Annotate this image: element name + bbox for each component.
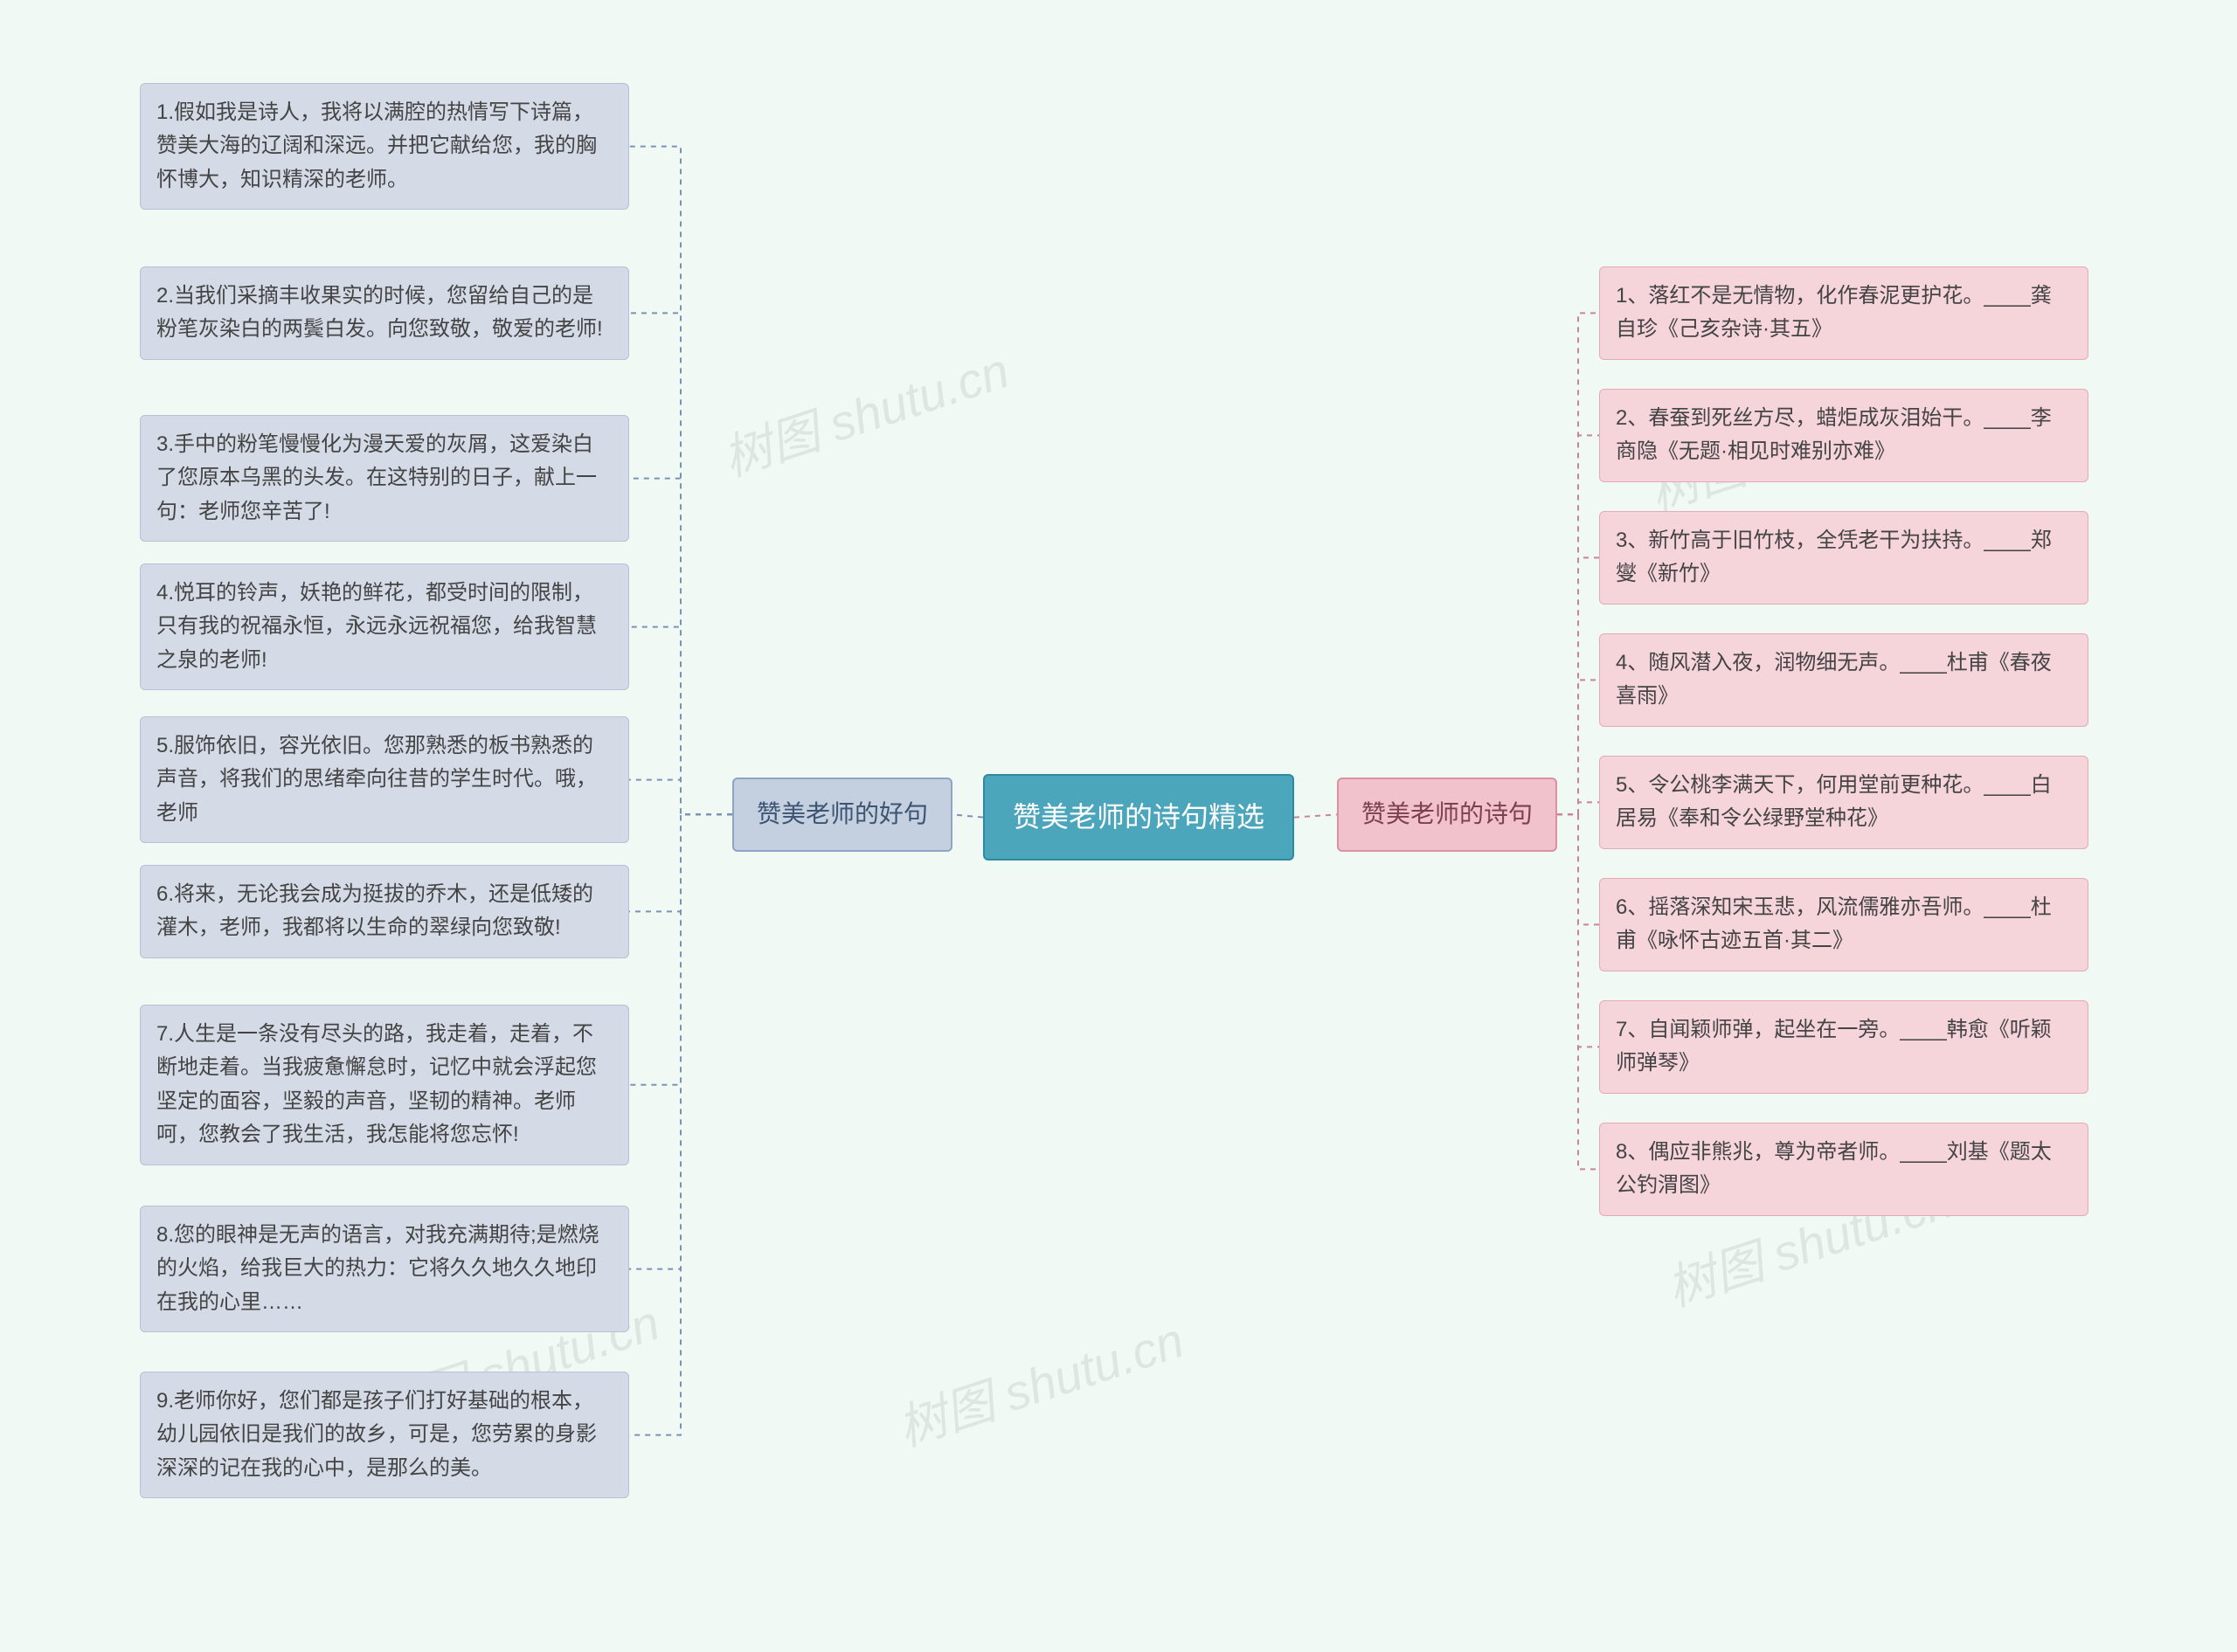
left-leaf-item: 5.服饰依旧，容光依旧。您那熟悉的板书熟悉的声音，将我们的思绪牵向往昔的学生时代… <box>140 716 629 843</box>
right-branch-node: 赞美老师的诗句 <box>1337 778 1557 852</box>
left-leaf-item: 6.将来，无论我会成为挺拔的乔木，还是低矮的灌木，老师，我都将以生命的翠绿向您致… <box>140 865 629 958</box>
center-node: 赞美老师的诗句精选 <box>983 774 1294 861</box>
right-leaf-item: 2、春蚕到死丝方尽，蜡炬成灰泪始干。____李商隐《无题·相见时难别亦难》 <box>1599 389 2088 482</box>
right-leaf-item: 7、自闻颖师弹，起坐在一旁。____韩愈《听颖师弹琴》 <box>1599 1000 2088 1094</box>
left-leaf-item: 1.假如我是诗人，我将以满腔的热情写下诗篇，赞美大海的辽阔和深远。并把它献给您，… <box>140 83 629 210</box>
left-leaf-item: 4.悦耳的铃声，妖艳的鲜花，都受时间的限制，只有我的祝福永恒，永远永远祝福您，给… <box>140 563 629 690</box>
left-leaf-item: 9.老师你好，您们都是孩子们打好基础的根本，幼儿园依旧是我们的故乡，可是，您劳累… <box>140 1372 629 1498</box>
right-leaf-item: 5、令公桃李满天下，何用堂前更种花。____白居易《奉和令公绿野堂种花》 <box>1599 756 2088 849</box>
left-leaf-item: 8.您的眼神是无声的语言，对我充满期待;是燃烧的火焰，给我巨大的热力：它将久久地… <box>140 1206 629 1332</box>
right-leaf-item: 6、摇落深知宋玉悲，风流儒雅亦吾师。____杜甫《咏怀古迹五首·其二》 <box>1599 878 2088 971</box>
left-leaf-item: 2.当我们采摘丰收果实的时候，您留给自己的是粉笔灰染白的两鬓白发。向您致敬，敬爱… <box>140 266 629 360</box>
right-leaf-item: 1、落红不是无情物，化作春泥更护花。____龚自珍《己亥杂诗·其五》 <box>1599 266 2088 360</box>
left-leaf-item: 7.人生是一条没有尽头的路，我走着，走着，不断地走着。当我疲惫懈怠时，记忆中就会… <box>140 1005 629 1165</box>
watermark: 树图 shutu.cn <box>888 1302 1192 1461</box>
left-leaf-item: 3.手中的粉笔慢慢化为漫天爱的灰屑，这爱染白了您原本乌黑的头发。在这特别的日子，… <box>140 415 629 542</box>
watermark: 树图 shutu.cn <box>713 332 1017 491</box>
right-leaf-item: 8、偶应非熊兆，尊为帝者师。____刘基《题太公钓渭图》 <box>1599 1123 2088 1216</box>
right-leaf-item: 3、新竹高于旧竹枝，全凭老干为扶持。____郑燮《新竹》 <box>1599 511 2088 605</box>
right-leaf-item: 4、随风潜入夜，润物细无声。____杜甫《春夜喜雨》 <box>1599 633 2088 727</box>
left-branch-node: 赞美老师的好句 <box>732 778 952 852</box>
